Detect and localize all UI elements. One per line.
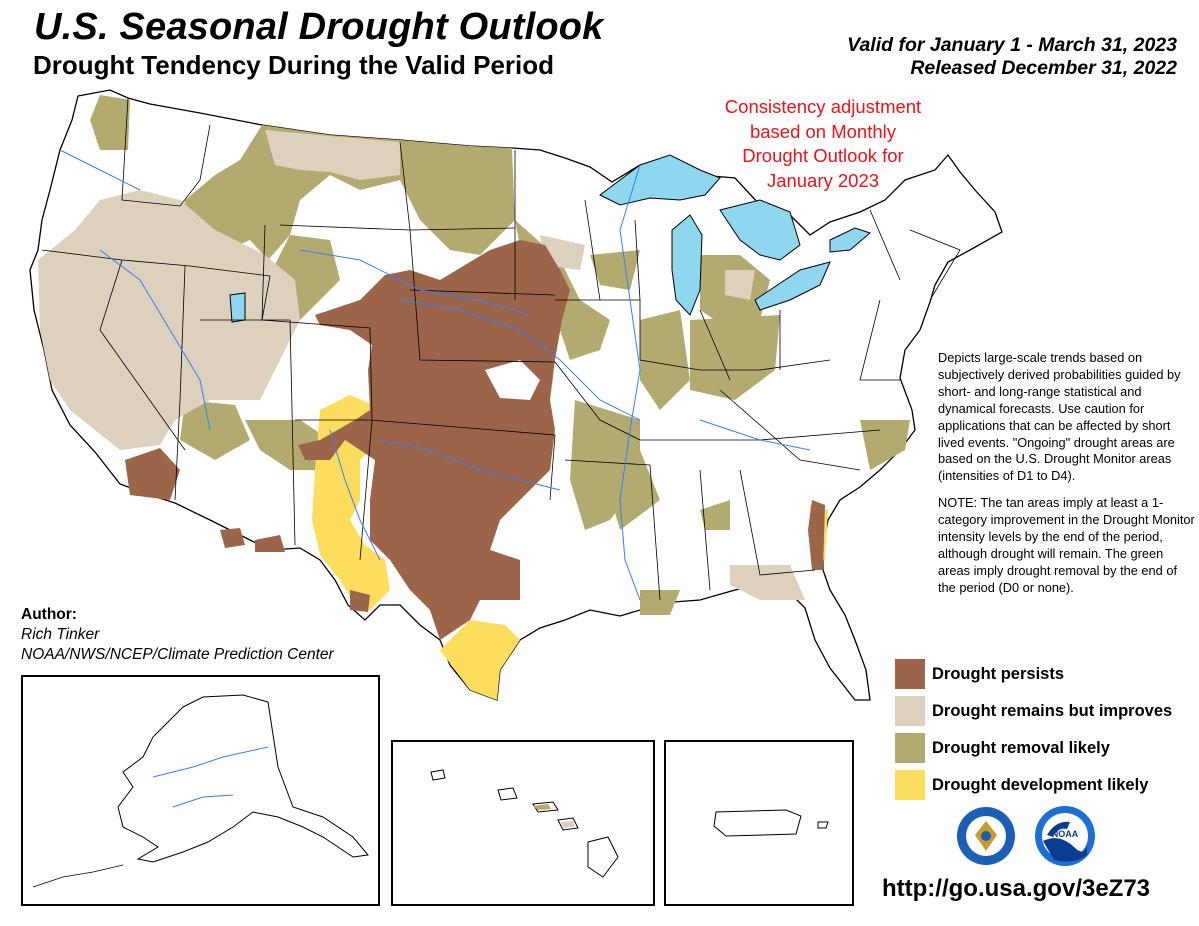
great-lakes [229, 154, 871, 323]
alaska-map [32, 694, 369, 888]
author-block: Author: Rich Tinker NOAA/NWS/NCEP/Climat… [21, 605, 334, 665]
consistency-line-2: based on Monthly [749, 120, 897, 142]
consistency-line-4: January 2023 [766, 169, 880, 191]
legend-swatch-persists [895, 659, 925, 689]
description-paragraph-1: Depicts large-scale trends based on subj… [938, 350, 1181, 484]
author-org: NOAA/NWS/NCEP/Climate Prediction Center [21, 646, 334, 663]
valid-period: Valid for January 1 - March 31, 2023 [847, 34, 1177, 56]
legend-label-removal: Drought removal likely [932, 738, 1110, 757]
puerto-rico-inset [664, 740, 854, 906]
legend-swatch-removal [895, 733, 925, 763]
puerto-rico-map [713, 809, 829, 837]
legend-item-persists: Drought persists [895, 658, 1064, 690]
noaa-logo-icon: NOAA [1035, 806, 1095, 866]
alaska-inset [21, 675, 380, 906]
consistency-line-3: Drought Outlook for [742, 145, 904, 166]
legend-item-removal: Drought removal likely [895, 732, 1110, 764]
hawaii-inset [391, 740, 655, 906]
consistency-note: Consistency adjustment based on Monthly … [700, 95, 946, 193]
author-label: Author: [21, 606, 77, 623]
legend-swatch-development [895, 770, 925, 800]
author-name: Rich Tinker [21, 626, 100, 643]
doc-seal-icon [957, 807, 1015, 865]
persists-areas [125, 240, 825, 640]
consistency-line-1: Consistency adjustment [724, 96, 922, 117]
legend-item-development: Drought development likely [895, 769, 1148, 801]
improves-areas [38, 130, 805, 600]
legend-label-improves: Drought remains but improves [932, 701, 1173, 720]
legend-swatch-improves [895, 696, 925, 726]
legend-label-persists: Drought persists [932, 664, 1065, 683]
outlook-url[interactable]: http://go.usa.gov/3eZ73 [882, 875, 1151, 902]
description-paragraph-2: NOTE: The tan areas imply at least a 1-c… [938, 495, 1195, 595]
legend-item-improves: Drought remains but improves [895, 695, 1172, 727]
release-date: Released December 31, 2022 [910, 57, 1177, 79]
map-subtitle: Drought Tendency During the Valid Period [33, 50, 555, 80]
map-title: U.S. Seasonal Drought Outlook [34, 6, 604, 48]
hawaii-map [430, 769, 619, 878]
validity-dates: Valid for January 1 - March 31, 2023 Rel… [847, 34, 1177, 80]
noaa-logo-text: NOAA [1052, 829, 1079, 839]
rivers [59, 149, 811, 601]
state-borders [41, 97, 961, 601]
legend-label-development: Drought development likely [932, 775, 1149, 794]
description-text: Depicts large-scale trends based on subj… [938, 350, 1196, 607]
